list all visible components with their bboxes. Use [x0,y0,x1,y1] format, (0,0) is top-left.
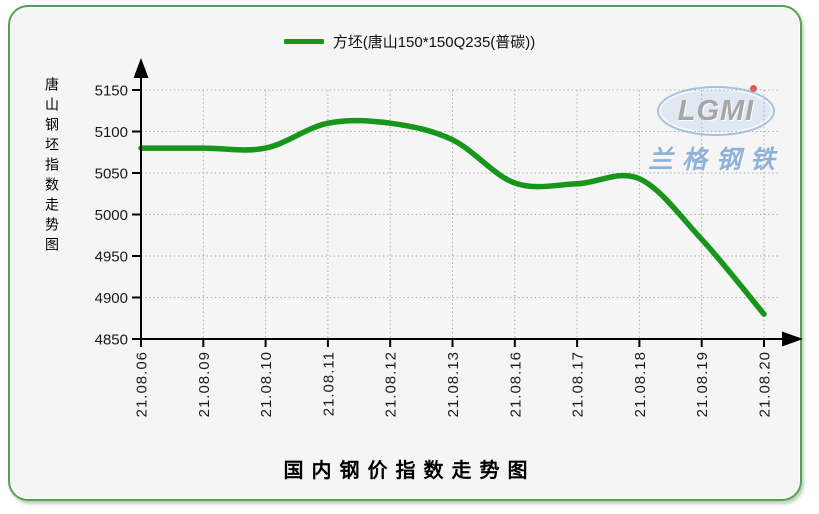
y-tick-label: 5050 [95,166,128,183]
watermark: LGMI 兰格钢铁 [640,85,792,176]
logo-red-dot-icon [750,85,757,92]
x-tick-label: 21.08.11 [320,351,337,416]
y-tick-label: 4950 [95,249,128,266]
x-tick-label: 21.08.13 [445,351,462,417]
x-tick-label: 21.08.17 [570,351,587,417]
x-tick-marks [140,339,765,347]
x-tick-label: 21.08.19 [694,351,711,417]
x-tick-label: 21.08.09 [196,351,213,417]
x-tick-label: 21.08.16 [507,351,524,417]
horizontal-gridlines [141,89,778,298]
y-axis-arrow-icon [133,58,149,78]
x-axis-arrow-icon [782,331,803,347]
x-tick-label: 21.08.12 [383,351,400,417]
lgmi-logo: LGMI [657,85,775,136]
y-tick-label: 4850 [95,332,128,349]
x-tick-label: 21.08.18 [632,351,649,417]
watermark-company-name: 兰格钢铁 [647,146,784,174]
x-tick-label: 21.08.10 [258,351,275,417]
lgmi-logo-text: LGMI [677,94,755,127]
chart-title: 国内钢价指数走势图 [283,460,536,482]
y-tick-label: 5150 [95,83,128,100]
legend-swatch [283,39,324,44]
x-tick-labels: 21.08.06 21.08.09 21.08.10 21.08.11 21.08.12… [134,351,774,417]
price-series-line [138,117,767,317]
y-axis-title: 唐山钢坯指数走势图 [44,77,60,257]
y-tick-label: 4900 [95,290,128,307]
legend-label: 方坯(唐山150*150Q235(普碳)) [332,34,536,51]
x-tick-label: 21.08.20 [757,351,774,417]
y-tick-marks [132,89,141,340]
legend: 方坯(唐山150*150Q235(普碳)) [0,31,819,52]
y-tick-label: 5100 [95,124,128,141]
x-tick-label: 21.08.06 [134,351,151,417]
y-tick-labels: 4850 4900 4950 5000 5050 5100 5150 [95,83,128,349]
vertical-gridlines [202,90,765,339]
y-tick-label: 5000 [95,207,128,224]
